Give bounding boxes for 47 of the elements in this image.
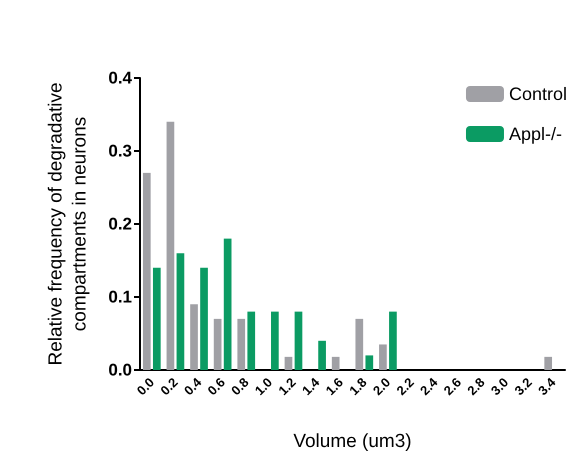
x-tick-label: 3.0: [488, 374, 512, 398]
bar: [176, 253, 184, 370]
bar: [294, 312, 302, 370]
x-tick-label: 0.4: [180, 374, 205, 398]
x-tick-label: 2.0: [370, 374, 394, 398]
x-tick-label: 2.2: [393, 374, 417, 398]
x-tick-label: 1.0: [252, 374, 276, 398]
bar: [142, 172, 151, 370]
x-tick-label: 1.6: [322, 374, 346, 398]
legend-label: Control: [508, 84, 568, 104]
y-axis-title: Relative frequency of degradative compartments in neurons: [46, 82, 90, 366]
bar: [544, 356, 552, 370]
x-tick-label: 3.4: [535, 374, 560, 398]
x-tick-label: 1.8: [346, 374, 370, 398]
bar: [318, 340, 326, 370]
y-tick-label: 0.4: [108, 68, 133, 88]
y-tick-label: 0.1: [108, 288, 132, 306]
y-tick-label: 0.3: [108, 142, 132, 160]
bar: [355, 318, 364, 370]
x-axis-title: Volume (um3): [293, 431, 412, 452]
bar: [332, 356, 340, 370]
legend-label: Appl-/-: [508, 124, 562, 144]
bar: [247, 312, 256, 370]
x-tick-label: 1.2: [275, 374, 299, 398]
x-tick-label: 0.0: [134, 374, 158, 398]
bar: [271, 312, 279, 370]
bar: [365, 355, 374, 370]
bar: [190, 304, 198, 370]
x-tick-label: 0.6: [204, 374, 228, 398]
y-tick-label: 0.0: [108, 360, 132, 380]
bar: [284, 356, 292, 370]
x-tick-label: 0.8: [228, 374, 252, 398]
x-tick-label: 0.2: [157, 374, 181, 398]
bar: [152, 268, 161, 370]
bar: [214, 318, 222, 370]
bar: [224, 238, 232, 370]
bar: [166, 122, 174, 370]
bar: [200, 268, 208, 370]
x-tick-label: 3.2: [512, 374, 535, 398]
bar: [237, 318, 246, 370]
y-tick-label: 0.2: [108, 214, 132, 234]
x-tick-label: 2.4: [417, 374, 441, 398]
x-tick-label: 1.4: [299, 374, 323, 398]
bar: [379, 344, 387, 370]
bar: [389, 312, 397, 370]
x-tick-label: 2.8: [464, 374, 488, 398]
x-tick-label: 2.6: [440, 374, 464, 398]
